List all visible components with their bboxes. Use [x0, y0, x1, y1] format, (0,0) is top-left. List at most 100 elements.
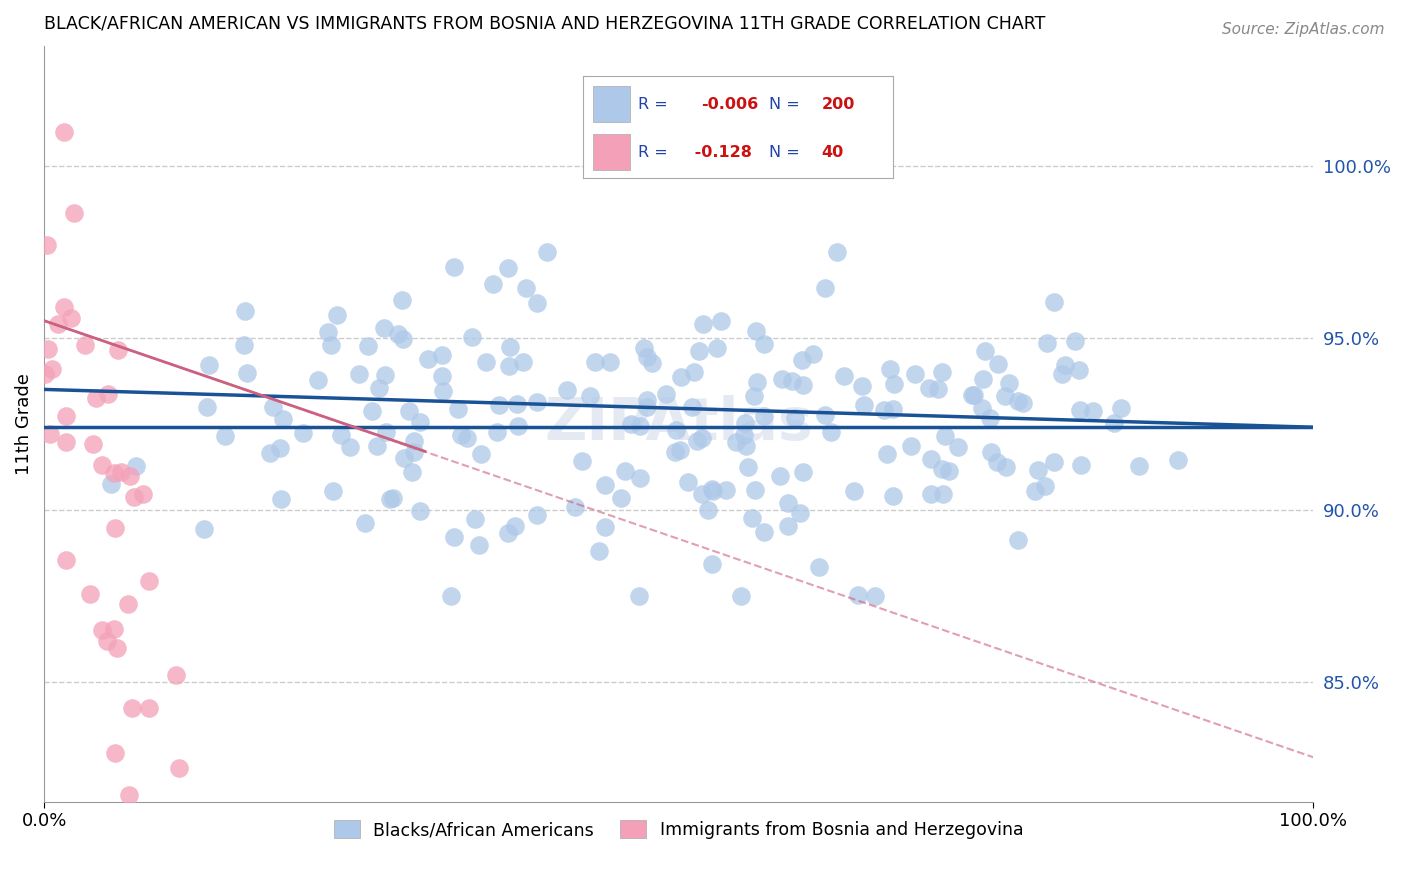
Point: [404, 434, 426, 448]
Point: [692, 317, 714, 331]
Point: [851, 378, 873, 392]
Point: [900, 439, 922, 453]
Point: [117, 597, 139, 611]
Point: [124, 490, 146, 504]
Point: [138, 574, 160, 589]
Point: [38, 427, 60, 442]
Point: [640, 356, 662, 370]
Point: [979, 411, 1001, 425]
Point: [1111, 401, 1133, 415]
Point: [876, 447, 898, 461]
Point: [82, 436, 104, 450]
Point: [1033, 479, 1056, 493]
Text: 200: 200: [821, 96, 855, 112]
Point: [103, 467, 125, 481]
Point: [1042, 295, 1064, 310]
Point: [931, 365, 953, 379]
Point: [987, 357, 1010, 371]
Point: [505, 397, 527, 411]
Point: [373, 321, 395, 335]
Point: [664, 445, 686, 459]
Point: [974, 344, 997, 359]
Point: [536, 244, 558, 259]
Point: [593, 520, 616, 534]
Point: [690, 431, 713, 445]
Point: [262, 400, 284, 414]
Point: [96, 634, 118, 648]
Point: [1070, 458, 1092, 472]
Point: [883, 376, 905, 391]
Point: [636, 350, 658, 364]
Point: [702, 484, 724, 499]
Point: [1128, 459, 1150, 474]
Point: [409, 504, 432, 518]
Point: [1167, 452, 1189, 467]
Point: [488, 398, 510, 412]
Point: [998, 376, 1021, 391]
Point: [778, 496, 800, 510]
Point: [630, 419, 652, 434]
Point: [963, 388, 986, 402]
Point: [683, 365, 706, 379]
Point: [972, 401, 994, 415]
Point: [1012, 395, 1035, 409]
Point: [994, 389, 1017, 403]
Point: [1102, 416, 1125, 430]
Point: [599, 355, 621, 369]
Point: [402, 445, 425, 459]
Point: [450, 427, 472, 442]
Text: R =: R =: [638, 145, 672, 160]
Point: [512, 355, 534, 369]
Point: [730, 589, 752, 603]
Text: N =: N =: [769, 145, 806, 160]
Point: [1054, 358, 1077, 372]
Point: [316, 326, 339, 340]
Point: [366, 439, 388, 453]
Point: [946, 440, 969, 454]
Point: [609, 491, 631, 505]
Point: [270, 491, 292, 506]
Point: [430, 349, 453, 363]
Point: [882, 489, 904, 503]
Point: [842, 484, 865, 499]
Point: [197, 359, 219, 373]
Point: [37, 237, 59, 252]
Point: [700, 557, 723, 571]
Point: [401, 466, 423, 480]
Point: [430, 368, 453, 383]
Point: [498, 359, 520, 374]
Point: [714, 483, 737, 498]
Point: [960, 388, 983, 402]
Point: [1043, 455, 1066, 469]
Point: [496, 525, 519, 540]
Point: [482, 277, 505, 291]
Point: [104, 521, 127, 535]
Point: [772, 372, 794, 386]
Point: [103, 622, 125, 636]
Point: [167, 761, 190, 775]
Point: [801, 347, 824, 361]
Point: [1036, 335, 1059, 350]
Point: [790, 352, 813, 367]
Point: [904, 367, 927, 381]
Point: [382, 491, 405, 505]
Point: [91, 623, 114, 637]
Point: [443, 530, 465, 544]
Point: [391, 293, 413, 308]
Point: [633, 341, 655, 355]
Point: [165, 667, 187, 681]
Point: [46, 318, 69, 332]
Point: [233, 338, 256, 352]
Point: [752, 337, 775, 351]
Text: 40: 40: [821, 145, 844, 160]
FancyBboxPatch shape: [593, 87, 630, 122]
Point: [100, 477, 122, 491]
Legend: Blacks/African Americans, Immigrants from Bosnia and Herzegovina: Blacks/African Americans, Immigrants fro…: [326, 814, 1031, 847]
Point: [725, 434, 748, 449]
FancyBboxPatch shape: [593, 135, 630, 170]
Point: [347, 367, 370, 381]
Point: [398, 404, 420, 418]
Point: [132, 487, 155, 501]
Point: [571, 454, 593, 468]
Point: [474, 355, 496, 369]
